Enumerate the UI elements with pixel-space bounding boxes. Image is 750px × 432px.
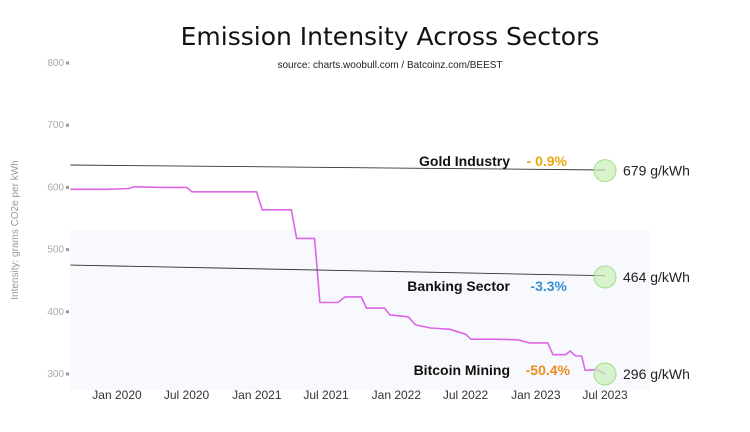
plot-background: [70, 230, 650, 390]
x-tick-label: Jan 2020: [92, 388, 142, 402]
value-bitcoin-mining: 296 g/kWh: [623, 366, 690, 382]
series-line-gold-industry: [70, 164, 606, 171]
series-line-bitcoin-mining: [70, 186, 606, 375]
marker-bitcoin-mining: [593, 362, 617, 386]
y-tick-label: 800: [47, 58, 64, 69]
change-bitcoin-mining: -50.4%: [526, 362, 571, 378]
series-line-banking-sector: [70, 264, 606, 277]
label-gold-industry: Gold Industry: [419, 153, 510, 169]
x-tick-label: Jan 2022: [372, 388, 422, 402]
x-tick-label: Jul 2022: [443, 388, 489, 402]
marker-gold-industry: [593, 159, 617, 183]
y-tick-mark: [66, 248, 69, 252]
x-tick-label: Jul 2021: [303, 388, 349, 402]
y-tick-label: 600: [47, 182, 64, 193]
y-tick-mark: [66, 372, 69, 376]
x-tick-label: Jan 2023: [511, 388, 561, 402]
marker-banking-sector: [593, 265, 617, 289]
y-tick-label: 400: [47, 307, 64, 318]
y-tick-mark: [66, 185, 69, 189]
y-tick-label: 700: [47, 120, 64, 131]
y-tick-mark: [66, 310, 69, 314]
y-tick-mark: [66, 123, 69, 127]
x-tick-label: Jul 2023: [582, 388, 628, 402]
value-banking-sector: 464 g/kWh: [623, 269, 690, 285]
label-banking-sector: Banking Sector: [407, 278, 510, 294]
chart-source: source: charts.woobull.com / Batcoinz.co…: [277, 60, 503, 71]
value-gold-industry: 679 g/kWh: [623, 163, 690, 179]
x-tick-label: Jan 2021: [232, 388, 282, 402]
change-banking-sector: -3.3%: [530, 278, 567, 294]
x-tick-label: Jul 2020: [164, 388, 210, 402]
y-tick-label: 300: [47, 369, 64, 380]
change-gold-industry: - 0.9%: [527, 153, 568, 169]
chart-title: Emission Intensity Across Sectors: [180, 22, 600, 51]
y-tick-mark: [66, 61, 69, 65]
y-tick-label: 500: [47, 245, 64, 256]
label-bitcoin-mining: Bitcoin Mining: [414, 362, 510, 378]
